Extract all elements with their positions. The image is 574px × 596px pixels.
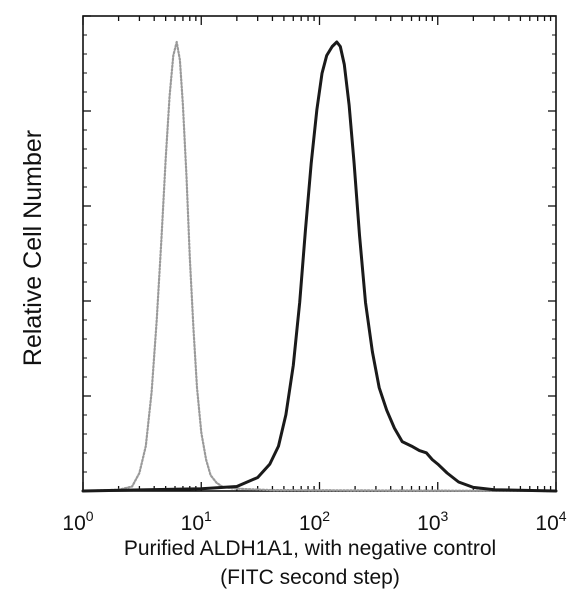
x-tick-label-base: 10 xyxy=(181,512,204,535)
series-line-aldh1a1 xyxy=(81,40,558,493)
x-tick-label-base: 10 xyxy=(417,512,440,535)
series-line-negative-control xyxy=(81,40,558,493)
x-tick-label-base: 10 xyxy=(535,512,558,535)
x-tick-label: 104 xyxy=(535,508,566,535)
x-tick-label: 101 xyxy=(181,508,212,535)
x-tick-label: 103 xyxy=(417,508,448,535)
x-tick-label: 102 xyxy=(299,508,330,535)
y-axis-ticks xyxy=(83,15,556,492)
x-tick-label-base: 10 xyxy=(299,512,322,535)
series-layer xyxy=(81,40,558,493)
y-axis-label: Relative Cell Number xyxy=(19,129,47,367)
x-tick-label-exponent: 0 xyxy=(86,508,94,524)
x-tick-label-exponent: 3 xyxy=(441,508,449,524)
x-axis-label-subtitle: (FITC second step) xyxy=(220,566,400,589)
x-tick-label-exponent: 4 xyxy=(559,508,567,524)
x-tick-label: 100 xyxy=(62,508,93,535)
x-tick-label-exponent: 2 xyxy=(322,508,330,524)
x-tick-label-exponent: 1 xyxy=(204,508,212,524)
x-axis-tick-labels: 100 101 102 103 104 xyxy=(62,508,566,535)
x-axis-label: Purified ALDH1A1, with negative control xyxy=(123,537,497,560)
x-tick-label-base: 10 xyxy=(62,512,85,535)
